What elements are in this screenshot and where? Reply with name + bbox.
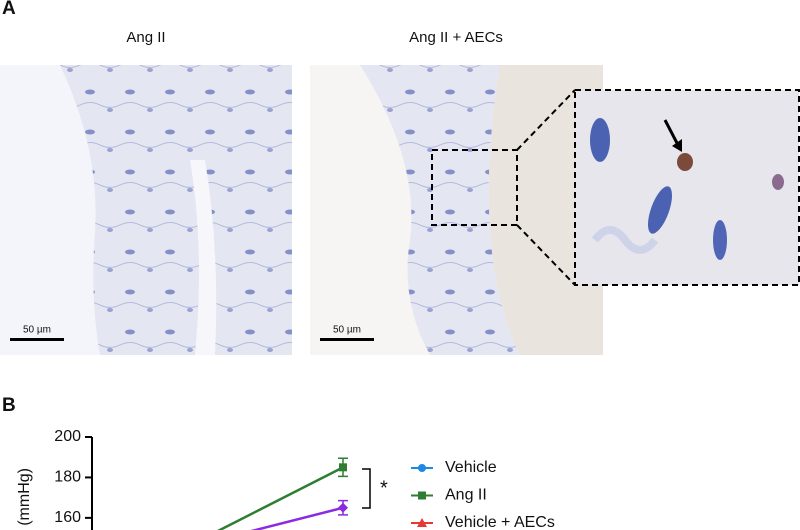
significance-bracket (362, 468, 371, 509)
legend-marker (418, 491, 426, 500)
series-line (217, 466, 344, 530)
panel-label: B (2, 395, 16, 416)
scale-bar-label: 50 µm (333, 325, 361, 336)
image-title: Ang II + AECs (409, 29, 503, 46)
series-line (250, 506, 344, 530)
y-tick-label: 160 (54, 509, 81, 526)
inset-image (574, 89, 800, 286)
micrograph: 50 µm (0, 65, 292, 355)
y-tick-label: 200 (54, 428, 81, 445)
scale-bar-label: 50 µm (23, 325, 51, 336)
annotation: * (380, 477, 388, 499)
legend-label: Vehicle + AECs (445, 514, 555, 530)
marker (338, 502, 348, 513)
legend-marker (418, 464, 426, 472)
image-title: Ang II (126, 29, 165, 46)
legend-label: Vehicle (445, 459, 497, 476)
legend-label: Ang II (445, 487, 487, 504)
legend-marker (417, 518, 427, 527)
y-tick-label: 180 (54, 469, 81, 486)
marker (339, 463, 347, 472)
y-axis-label: (mmHg) (16, 468, 33, 526)
micrograph: 50 µm (310, 65, 603, 355)
panel-label: A (2, 0, 16, 19)
